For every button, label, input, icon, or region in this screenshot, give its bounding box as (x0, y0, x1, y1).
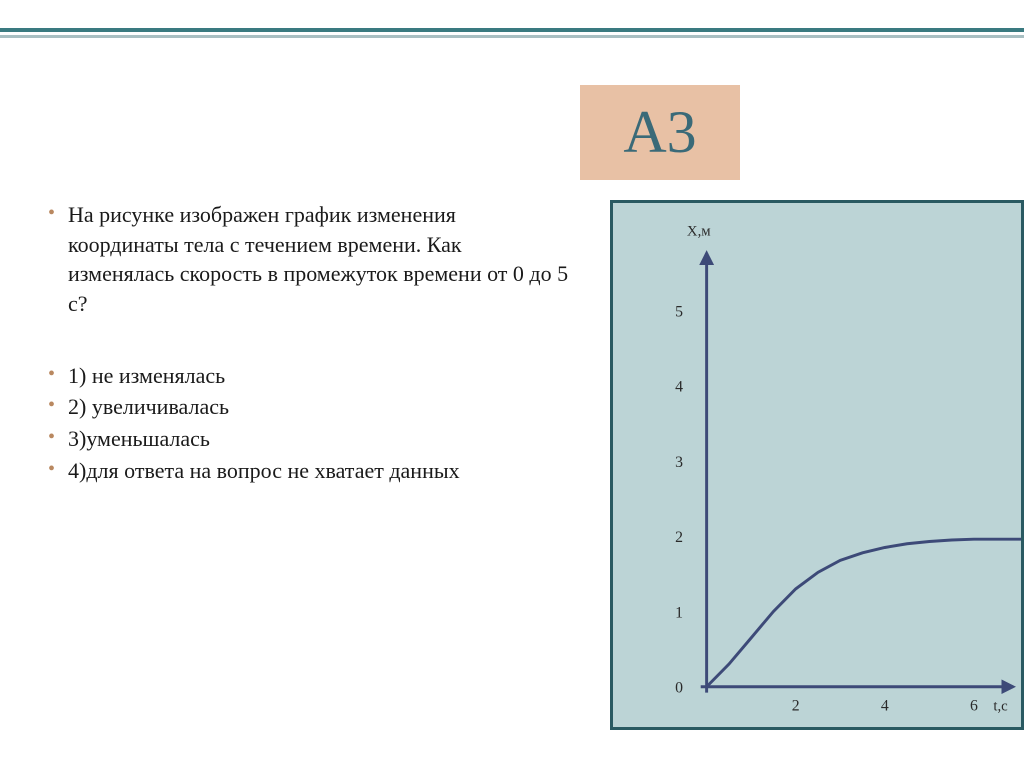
xt-chart: X,м t,с 0 1 2 3 4 5 2 4 6 (613, 203, 1021, 727)
svg-text:6: 6 (970, 697, 978, 714)
svg-text:5: 5 (675, 303, 683, 320)
svg-text:X,м: X,м (687, 223, 711, 239)
option-3: 3)уменьшалась (40, 424, 570, 454)
svg-text:2: 2 (675, 529, 683, 546)
svg-text:1: 1 (675, 604, 683, 621)
question-prompt: На рисунке изображен график изменения ко… (40, 200, 570, 319)
option-1: 1) не изменялась (40, 361, 570, 391)
answer-options: 1) не изменялась 2) увеличивалась 3)умен… (40, 361, 570, 486)
svg-text:4: 4 (675, 379, 683, 396)
option-4: 4)для ответа на вопрос не хватает данных (40, 456, 570, 486)
svg-text:t,с: t,с (993, 698, 1008, 714)
svg-text:2: 2 (792, 697, 800, 714)
svg-text:3: 3 (675, 454, 683, 471)
chart-container: X,м t,с 0 1 2 3 4 5 2 4 6 (610, 200, 1024, 730)
question-badge: А3 (580, 85, 740, 180)
question-badge-label: А3 (623, 98, 696, 167)
option-2: 2) увеличивалась (40, 392, 570, 422)
question-block: На рисунке изображен график изменения ко… (40, 200, 570, 488)
svg-text:0: 0 (675, 680, 683, 697)
svg-text:4: 4 (881, 697, 889, 714)
slide-top-border (0, 28, 1024, 38)
